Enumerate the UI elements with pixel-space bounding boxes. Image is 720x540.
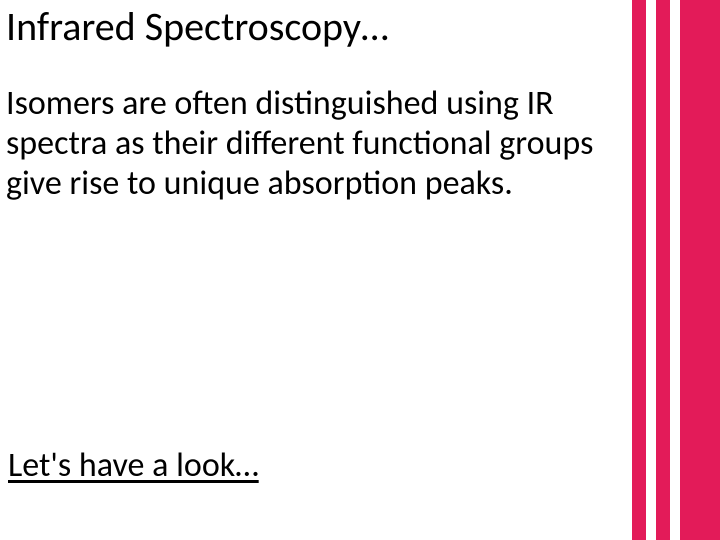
slide: Infrared Spectroscopy… Isomers are often… xyxy=(0,0,720,540)
stripe-1 xyxy=(632,0,646,540)
stripe-2 xyxy=(656,0,670,540)
slide-title: Infrared Spectroscopy… xyxy=(6,2,389,51)
stripe-gap-1 xyxy=(646,0,656,540)
stripe-3 xyxy=(680,0,720,540)
body-text: Isomers are often distinguished using IR… xyxy=(6,84,606,204)
footer-link-text: Let's have a look… xyxy=(8,445,259,486)
stripe-gap-2 xyxy=(670,0,680,540)
accent-stripes xyxy=(632,0,720,540)
